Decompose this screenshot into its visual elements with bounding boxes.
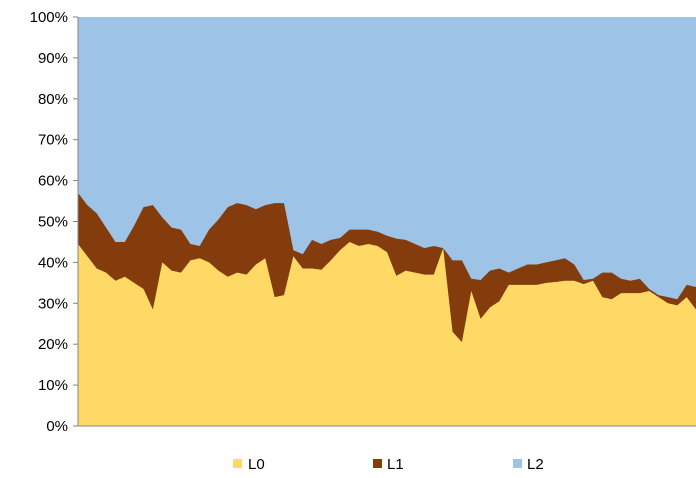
legend-label-l1: L1 [387,456,404,473]
y-tick-label: 50% [38,214,68,231]
y-tick-label: 10% [38,377,68,394]
y-tick-label: 70% [38,132,68,149]
legend-swatch-l0 [233,459,242,468]
y-tick-label: 90% [38,50,68,67]
legend-label-l0: L0 [248,456,265,473]
y-tick-label: 60% [38,173,68,190]
y-axis-ticks: 0% 10% 20% 30% 40% 50% 60% 70% 80% 90% 100% [30,9,78,435]
legend-swatch-l1 [373,459,382,468]
series-area-l0 [78,241,696,426]
y-tick-label: 30% [38,295,68,312]
y-tick-label: 100% [30,9,68,26]
legend-item-l1: L1 [373,456,404,473]
legend-label-l2: L2 [527,456,544,473]
y-tick-label: 0% [46,418,68,435]
legend-item-l2: L2 [513,456,544,473]
legend: L0 L1 L2 [233,456,544,473]
plot-area [78,17,696,426]
legend-item-l0: L0 [233,456,265,473]
legend-swatch-l2 [513,459,522,468]
y-tick-label: 80% [38,91,68,108]
y-tick-label: 40% [38,254,68,271]
y-tick-label: 20% [38,336,68,353]
